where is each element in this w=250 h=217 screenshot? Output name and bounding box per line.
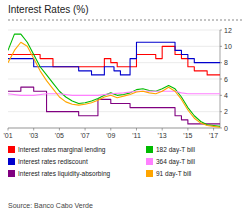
series-line <box>8 91 220 95</box>
legend-swatch <box>8 170 15 177</box>
x-tick <box>136 128 137 131</box>
y-tick-label: 10 <box>224 43 232 50</box>
legend-label: Interest rates liquidity-absorbing <box>18 170 111 178</box>
y-axis <box>220 30 221 128</box>
legend-label: 182 day-T bill <box>156 146 195 154</box>
legend: Interest rates marginal lending Interest … <box>8 146 195 178</box>
legend-swatch <box>146 158 153 165</box>
y-tick-label: 2 <box>224 108 228 115</box>
grid-line <box>8 128 220 129</box>
legend-swatch <box>8 158 15 165</box>
legend-label: Interest rates marginal lending <box>18 146 106 154</box>
series-line <box>8 42 220 127</box>
title: Interest Rates (%) <box>8 4 89 15</box>
y-tick-label: 8 <box>224 59 228 66</box>
source: Source: Banco Cabo Verde <box>8 202 93 209</box>
x-tick <box>110 128 111 131</box>
y-tick-label: 4 <box>224 92 228 99</box>
grid-line <box>8 30 220 31</box>
x-tick-label: '05 <box>55 132 64 139</box>
title-separator <box>8 20 244 21</box>
y-tick-label: 6 <box>224 76 228 83</box>
x-tick <box>162 128 163 131</box>
legend-swatch <box>8 146 15 153</box>
legend-label: Interest rates rediscount <box>18 158 88 165</box>
y-tick-label: 0 <box>224 125 228 132</box>
x-tick-label: '11 <box>132 132 141 139</box>
x-tick <box>85 128 86 131</box>
legend-label: 91 day-T bill <box>156 170 192 178</box>
x-tick-label: '15 <box>183 132 192 139</box>
x-tick-label: '01 <box>3 132 12 139</box>
y-tick-label: 12 <box>224 27 232 34</box>
x-tick-label: '13 <box>158 132 167 139</box>
x-tick-label: '17 <box>209 132 218 139</box>
x-tick <box>33 128 34 131</box>
grid-line <box>8 46 220 47</box>
x-tick <box>213 128 214 131</box>
x-tick <box>59 128 60 131</box>
legend-swatch <box>146 146 153 153</box>
chart: Interest Rates (%) 0 2 4 6 8 10 12 '01 '03 '05 '07 '… <box>0 0 250 217</box>
x-tick-label: '07 <box>81 132 90 139</box>
series-line <box>8 87 220 124</box>
x-tick-label: '09 <box>106 132 115 139</box>
x-tick <box>187 128 188 131</box>
x-axis <box>8 128 220 129</box>
x-tick-label: '03 <box>29 132 38 139</box>
plot-area <box>8 34 220 127</box>
x-tick <box>8 128 9 131</box>
legend-label: 364 day-T bill <box>156 158 195 166</box>
grid-line <box>8 79 220 80</box>
legend-swatch <box>146 170 153 177</box>
series-line <box>8 34 220 126</box>
